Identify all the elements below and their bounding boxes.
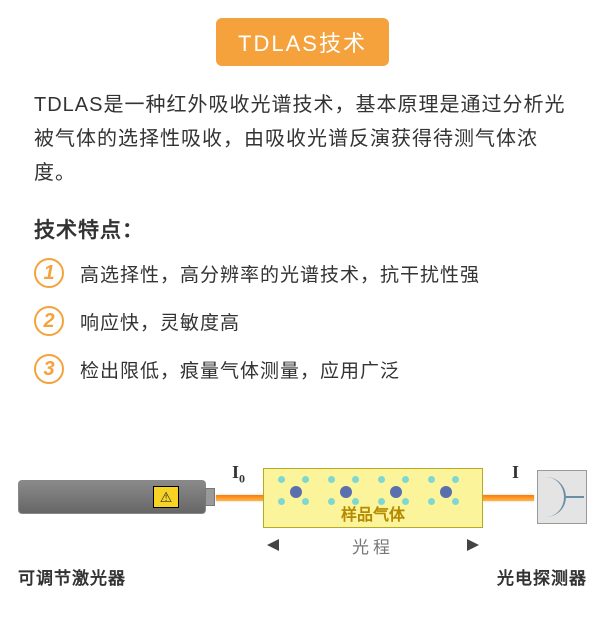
sample-cell: 样品气体 — [263, 468, 483, 528]
feature-number-circle: 2 — [34, 306, 64, 336]
feature-item: 2 响应快，灵敏度高 — [34, 306, 571, 336]
feature-text: 检出限低，痕量气体测量，应用广泛 — [80, 356, 400, 383]
arrow-left-icon — [267, 539, 279, 551]
feature-item: 3 检出限低，痕量气体测量，应用广泛 — [34, 354, 571, 384]
path-length-label: 光程 — [352, 533, 394, 558]
feature-text: 响应快，灵敏度高 — [80, 308, 240, 335]
i0-sub: 0 — [239, 472, 245, 486]
detector-arc-icon — [544, 477, 566, 517]
path-length-label-row: 光程 — [263, 532, 483, 558]
feature-item: 1 高选择性，高分辨率的光谱技术，抗干扰性强 — [34, 258, 571, 288]
laser-tip — [205, 488, 215, 506]
molecule-icon — [276, 476, 316, 508]
features-title: 技术特点： — [34, 214, 571, 244]
molecule-icon — [376, 476, 416, 508]
i0-letter: I — [232, 462, 239, 482]
laser-body: ⚠ — [18, 480, 206, 514]
photodetector — [537, 470, 587, 524]
laser-warning-icon: ⚠ — [153, 486, 179, 508]
feature-number-circle: 3 — [34, 354, 64, 384]
i0-label: I0 — [232, 462, 245, 487]
molecule-icon — [426, 476, 466, 508]
features-list: 1 高选择性，高分辨率的光谱技术，抗干扰性强 2 响应快，灵敏度高 3 检出限低… — [34, 258, 571, 384]
arrow-right-icon — [467, 539, 479, 551]
laser-caption: 可调节激光器 — [18, 564, 126, 589]
i-label: I — [512, 462, 519, 483]
laser-warning-glyph: ⚠ — [160, 489, 173, 506]
feature-text: 高选择性，高分辨率的光谱技术，抗干扰性强 — [80, 260, 480, 287]
intro-paragraph: TDLAS是一种红外吸收光谱技术，基本原理是通过分析光被气体的选择性吸收，由吸收… — [34, 88, 571, 190]
feature-number-circle: 1 — [34, 258, 64, 288]
detector-caption: 光电探测器 — [497, 564, 587, 589]
title-badge: TDLAS技术 — [216, 18, 389, 66]
detector-line-icon — [566, 496, 584, 498]
molecule-icon — [326, 476, 366, 508]
